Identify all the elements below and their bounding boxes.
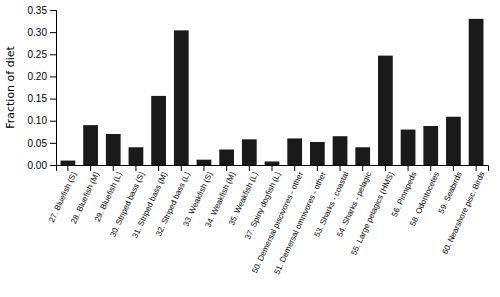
x-tick-mark [272, 165, 273, 171]
bar [219, 150, 234, 166]
y-tick-label: 0.25 [28, 49, 48, 60]
y-tick-label: 0.15 [28, 93, 48, 104]
y-tick: 0.00 [28, 160, 56, 171]
x-tick: 55. Large pelagics (HMS) [349, 165, 396, 257]
bar [174, 30, 189, 165]
y-tick: 0.05 [28, 138, 56, 149]
y-tick-mark [50, 99, 56, 100]
x-tick-mark [362, 165, 363, 171]
bar [469, 19, 484, 165]
x-tick-mark [430, 165, 431, 171]
x-tick-mark [135, 165, 136, 171]
bar [242, 139, 257, 165]
bar [423, 126, 438, 165]
y-tick-mark [50, 32, 56, 33]
y-tick-label: 0.05 [28, 138, 48, 149]
x-tick-mark [476, 165, 477, 171]
y-tick: 0.30 [28, 27, 56, 38]
bar [355, 147, 370, 165]
x-tick-mark [408, 165, 409, 171]
y-tick-mark [50, 76, 56, 77]
bar [310, 142, 325, 165]
x-axis-line [57, 166, 489, 172]
x-tick-mark [340, 165, 341, 171]
bars [61, 19, 484, 165]
plot: 0.00 0.05 0.10 0.15 0.20 0.25 0.30 0.35 27. Blue… [4, 5, 489, 276]
y-tick-label: 0.35 [28, 5, 48, 16]
y-tick-mark [50, 121, 56, 122]
x-tick-mark [181, 165, 182, 171]
chart: 0.00 0.05 0.10 0.15 0.20 0.25 0.30 0.35 27. Blue… [0, 0, 500, 297]
y-tick-mark [50, 143, 56, 144]
y-tick-mark [50, 54, 56, 55]
x-tick-mark [90, 165, 91, 171]
y-tick: 0.35 [28, 5, 56, 16]
bar [287, 138, 302, 165]
bar [446, 117, 461, 165]
x-tick-mark [249, 165, 250, 171]
x-tick: 58. Odontocetes [408, 165, 441, 228]
y-tick-label: 0.30 [28, 27, 48, 38]
x-tick-mark [67, 165, 68, 171]
x-axis: 27. Bluefish (S)28. Bluefish (M)29. Blue… [47, 165, 488, 276]
y-tick-label: 0.20 [28, 71, 48, 82]
y-tick: 0.20 [28, 71, 56, 82]
y-axis: 0.00 0.05 0.10 0.15 0.20 0.25 0.30 0.35 [28, 5, 57, 171]
x-tick-label: 60. Nearshore pisc. Birds [440, 170, 486, 255]
y-tick: 0.25 [28, 49, 56, 60]
bar [106, 134, 121, 165]
x-tick: 60. Nearshore pisc. Birds [440, 165, 486, 256]
y-tick-mark [50, 10, 56, 11]
bar [265, 161, 280, 165]
bar [333, 136, 348, 165]
y-axis-title: Fraction of diet [4, 46, 17, 129]
bar [401, 130, 416, 165]
x-tick-label: 58. Odontocetes [408, 170, 441, 227]
y-axis-line [50, 11, 57, 166]
bar [378, 56, 393, 165]
y-tick: 0.15 [28, 93, 56, 104]
x-tick-mark [226, 165, 227, 171]
x-tick: 59. Seabirds [437, 165, 464, 215]
y-tick-mark [50, 165, 56, 166]
bar [129, 147, 144, 165]
y-tick-label: 0.10 [28, 115, 48, 126]
x-tick-mark [453, 165, 454, 171]
x-tick-mark [203, 165, 204, 171]
y-tick-label: 0.00 [28, 160, 48, 171]
x-tick-mark [385, 165, 386, 171]
x-tick-mark [317, 165, 318, 171]
x-tick-mark [113, 165, 114, 171]
y-tick: 0.10 [28, 115, 56, 126]
bar [61, 161, 76, 165]
x-tick-mark [294, 165, 295, 171]
x-tick-mark [158, 165, 159, 171]
x-tick-label: 55. Large pelagics (HMS) [349, 170, 396, 256]
bar [151, 96, 166, 165]
x-tick-label: 32. Striped bass (L) [154, 170, 192, 237]
bar [83, 125, 98, 165]
bar [197, 160, 212, 165]
